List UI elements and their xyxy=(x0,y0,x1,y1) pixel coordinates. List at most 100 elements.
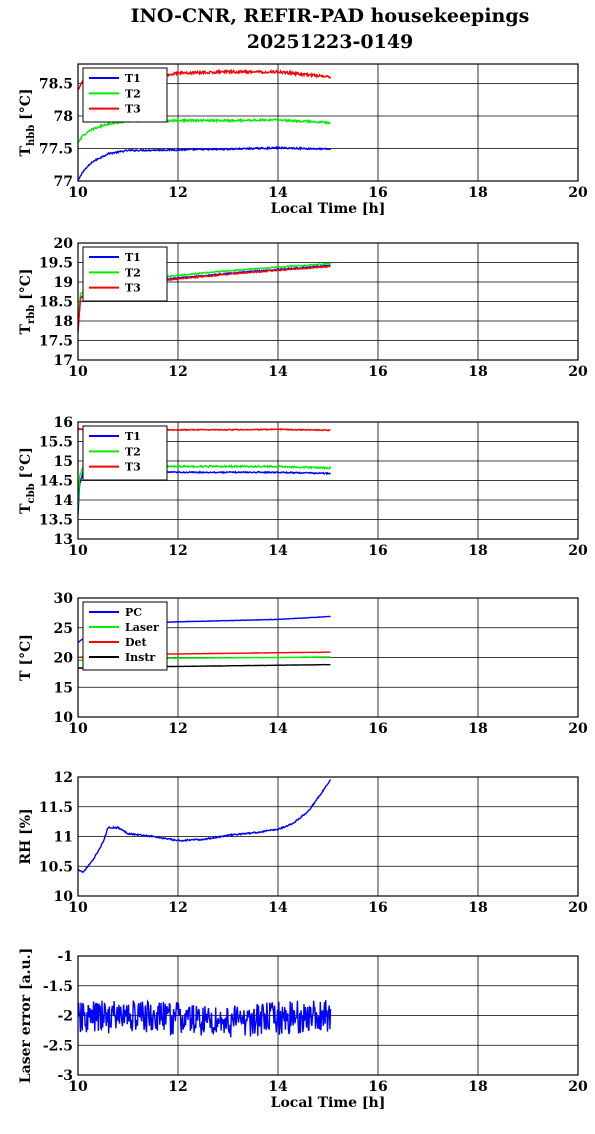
x-tick-label: 18 xyxy=(468,364,487,380)
panel-cbb: 10 12 14 16 18 20 13 13.5 14 14.5 15 15.5 16 Tcbb [°C… xyxy=(18,415,588,559)
y-tick-label: 10.5 xyxy=(39,859,73,875)
y-tick-label: 25 xyxy=(54,621,73,637)
y-tick-label: 14.5 xyxy=(39,474,73,490)
x-tick-label: 12 xyxy=(168,364,187,380)
y-tick-label: -3 xyxy=(57,1068,73,1084)
x-tick-label: 20 xyxy=(568,900,588,916)
y-tick-label: 11.5 xyxy=(39,800,73,816)
x-tick-label: 10 xyxy=(68,364,88,380)
y-tick-label: 77 xyxy=(54,174,73,190)
legend-label: PC xyxy=(125,606,142,619)
x-tick-label: 20 xyxy=(568,543,588,559)
panels: 10 12 14 16 18 20 77 77.5 78 78.5 Local Time [h] Th… xyxy=(18,63,588,1111)
y-tick-label: 19 xyxy=(54,275,73,291)
legend-label: T1 xyxy=(125,251,141,264)
legend: PC Laser Det Instr xyxy=(82,601,168,671)
legend: T1 T2 T3 xyxy=(82,67,168,123)
y-tick-label: 12 xyxy=(54,770,73,786)
legend-label: T1 xyxy=(125,72,141,85)
y-tick-label: 13.5 xyxy=(39,513,73,529)
y-tick-label: 15.5 xyxy=(39,435,73,451)
x-tick-label: 14 xyxy=(268,364,288,380)
y-tick-label: -1.5 xyxy=(43,979,73,995)
axes-frame xyxy=(77,242,579,361)
legend-label: T2 xyxy=(125,445,141,458)
y-tick-label: 77.5 xyxy=(39,142,73,158)
y-tick-label: 30 xyxy=(54,591,74,607)
y-tick-label: 18.5 xyxy=(39,295,73,311)
x-tick-label: 12 xyxy=(168,1079,187,1095)
x-axis-label: Local Time [h] xyxy=(271,201,386,217)
y-axis-label: Laser error [a.u.] xyxy=(18,948,34,1083)
figure-title-line1: INO-CNR, REFIR-PAD housekeepings xyxy=(131,5,530,27)
y-tick-label: 17.5 xyxy=(39,334,73,350)
x-tick-label: 12 xyxy=(168,543,187,559)
axes-frame xyxy=(77,421,579,540)
x-tick-label: 12 xyxy=(168,721,187,737)
x-tick-label: 14 xyxy=(268,900,288,916)
y-tick-label: 15 xyxy=(54,680,73,696)
x-axis-label: Local Time [h] xyxy=(271,1095,386,1111)
y-axis-label: Tcbb [°C] xyxy=(18,447,37,514)
x-tick-label: 14 xyxy=(268,543,288,559)
y-tick-label: 17 xyxy=(54,353,73,369)
x-tick-label: 18 xyxy=(468,900,487,916)
legend-label: T3 xyxy=(125,461,141,474)
y-tick-label: 14 xyxy=(54,493,74,509)
legend-label: Det xyxy=(125,636,148,649)
y-tick-label: 18 xyxy=(54,314,73,330)
x-tick-label: 18 xyxy=(468,543,487,559)
y-tick-label: -2 xyxy=(57,1009,73,1025)
axes-frame xyxy=(77,63,579,182)
x-tick-label: 20 xyxy=(568,364,588,380)
panel-rbb: 10 12 14 16 18 20 17 17.5 18 18.5 19 19.5 20 Trbb [°C… xyxy=(18,236,588,380)
x-tick-label: 16 xyxy=(368,900,387,916)
x-tick-label: 14 xyxy=(268,185,288,201)
series-line-laser xyxy=(78,999,332,1038)
legend-label: Instr xyxy=(125,651,155,664)
x-tick-label: 20 xyxy=(568,721,588,737)
legend-label: T1 xyxy=(125,430,141,443)
y-axis-label: Trbb [°C] xyxy=(18,269,37,335)
x-tick-label: 16 xyxy=(368,364,387,380)
x-tick-label: 12 xyxy=(168,185,187,201)
x-tick-label: 14 xyxy=(268,1079,288,1095)
y-axis-label: T [°C] xyxy=(18,634,34,681)
panel-hbb: 10 12 14 16 18 20 77 77.5 78 78.5 Local Time [h] Th… xyxy=(18,63,588,217)
x-tick-label: 18 xyxy=(468,185,487,201)
y-axis-label: Thbb [°C] xyxy=(18,89,37,157)
x-tick-label: 16 xyxy=(368,543,387,559)
x-tick-label: 20 xyxy=(568,1079,588,1095)
legend-label: Laser xyxy=(125,621,159,634)
x-tick-label: 12 xyxy=(168,900,187,916)
y-tick-label: 13 xyxy=(54,532,73,548)
axes-frame xyxy=(77,955,579,1076)
y-tick-label: 10 xyxy=(54,889,74,905)
series-line-t2 xyxy=(78,117,331,143)
y-tick-label: 20 xyxy=(54,236,74,252)
x-tick-label: 14 xyxy=(268,721,288,737)
legend-label: T3 xyxy=(125,103,141,116)
y-tick-label: -1 xyxy=(57,949,73,965)
x-tick-label: 10 xyxy=(68,900,88,916)
x-tick-label: 16 xyxy=(368,721,387,737)
legend-label: T2 xyxy=(125,87,141,100)
x-tick-label: 20 xyxy=(568,185,588,201)
x-tick-label: 18 xyxy=(468,721,487,737)
y-tick-label: 78 xyxy=(54,109,73,125)
y-tick-label: 19.5 xyxy=(39,256,73,272)
legend-label: T2 xyxy=(125,266,141,279)
x-tick-label: 10 xyxy=(68,1079,88,1095)
legend: T1 T2 T3 xyxy=(82,246,168,302)
legend: T1 T2 T3 xyxy=(82,425,168,481)
series-line-rh xyxy=(78,779,332,873)
x-tick-label: 18 xyxy=(468,1079,487,1095)
legend-box xyxy=(82,601,168,671)
panel-rh: 10 12 14 16 18 20 10 10.5 11 11.5 12 RH [%] xyxy=(18,770,588,916)
series-line-t1 xyxy=(78,145,332,181)
y-axis-label: RH [%] xyxy=(18,808,34,864)
x-tick-label: 10 xyxy=(68,721,88,737)
panel-laser: 10 12 14 16 18 20 -3 -2.5 -2 -1.5 -1 Local Time [h]… xyxy=(18,948,588,1111)
y-tick-label: -2.5 xyxy=(43,1038,73,1054)
x-tick-label: 10 xyxy=(68,185,88,201)
